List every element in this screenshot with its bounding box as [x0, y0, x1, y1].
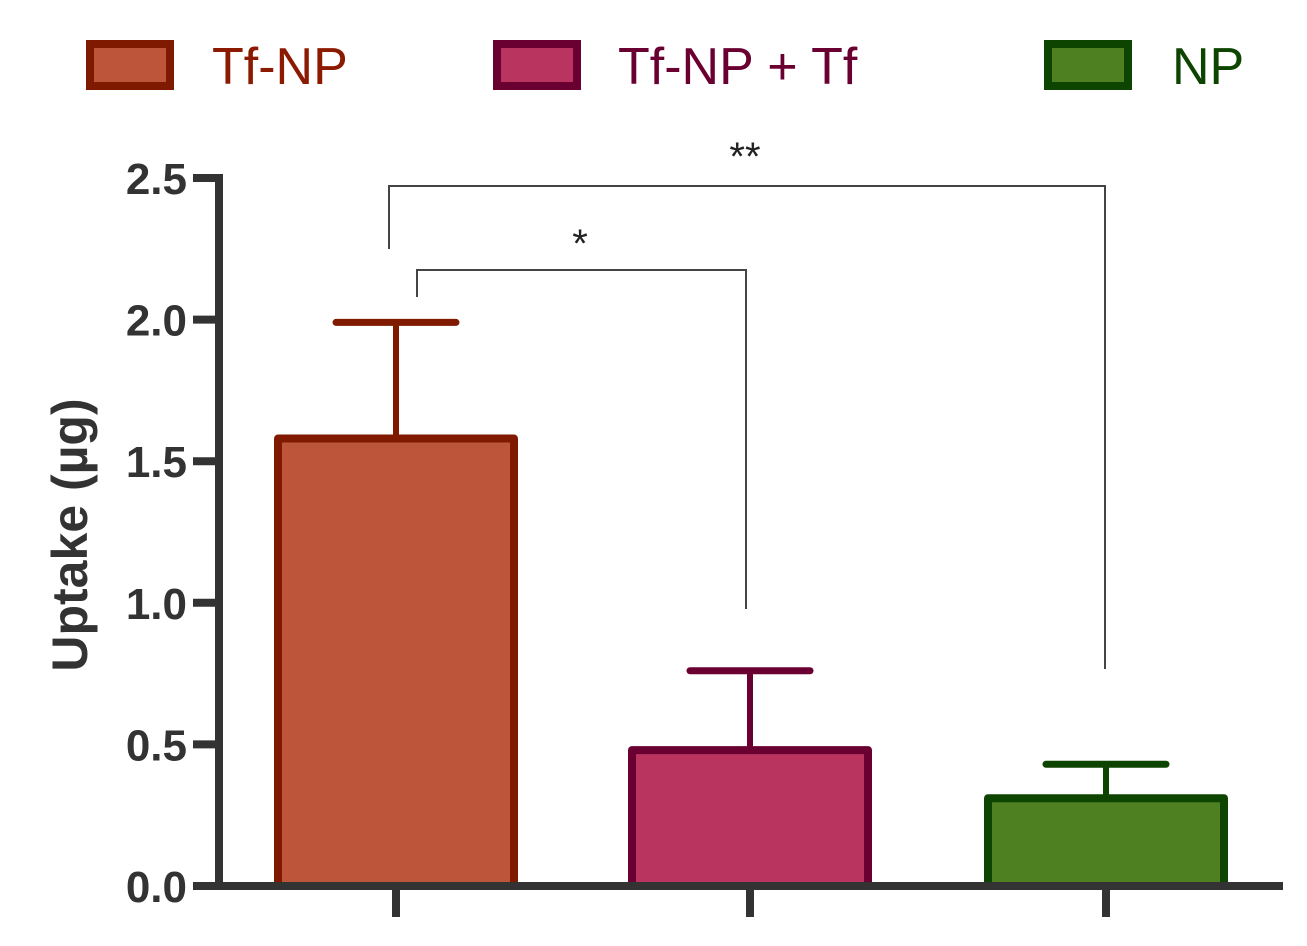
legend-label: Tf-NP + Tf — [618, 38, 858, 96]
legend-swatch — [86, 40, 174, 90]
y-axis-label: Uptake (µg) — [42, 398, 98, 671]
significance-label: ** — [729, 135, 760, 179]
significance-bracket — [416, 269, 747, 609]
legend-swatch — [1044, 40, 1132, 90]
y-tick-label: 2.0 — [126, 297, 187, 346]
bar — [274, 434, 518, 890]
y-tick-label: 1.0 — [126, 580, 187, 629]
legend-label: NP — [1172, 38, 1244, 96]
significance-bracket — [388, 185, 1106, 669]
y-tick-label: 1.5 — [126, 438, 187, 487]
error-bars-group — [332, 318, 1170, 799]
axes: 0.0 0.5 1.0 1.5 2.0 2.5 — [126, 155, 1283, 917]
y-tick-label: 2.5 — [126, 155, 187, 204]
significance-label: * — [572, 222, 588, 266]
significance-brackets: *** — [388, 135, 1106, 669]
bar — [628, 746, 872, 891]
bars-group — [274, 434, 1228, 891]
bar — [984, 794, 1228, 891]
y-tick-label: 0.0 — [126, 863, 187, 912]
y-tick-label: 0.5 — [126, 721, 187, 770]
legend-swatch — [493, 40, 581, 90]
legend: Tf-NP Tf-NP + Tf NP — [86, 38, 1244, 96]
legend-label: Tf-NP — [212, 38, 348, 96]
